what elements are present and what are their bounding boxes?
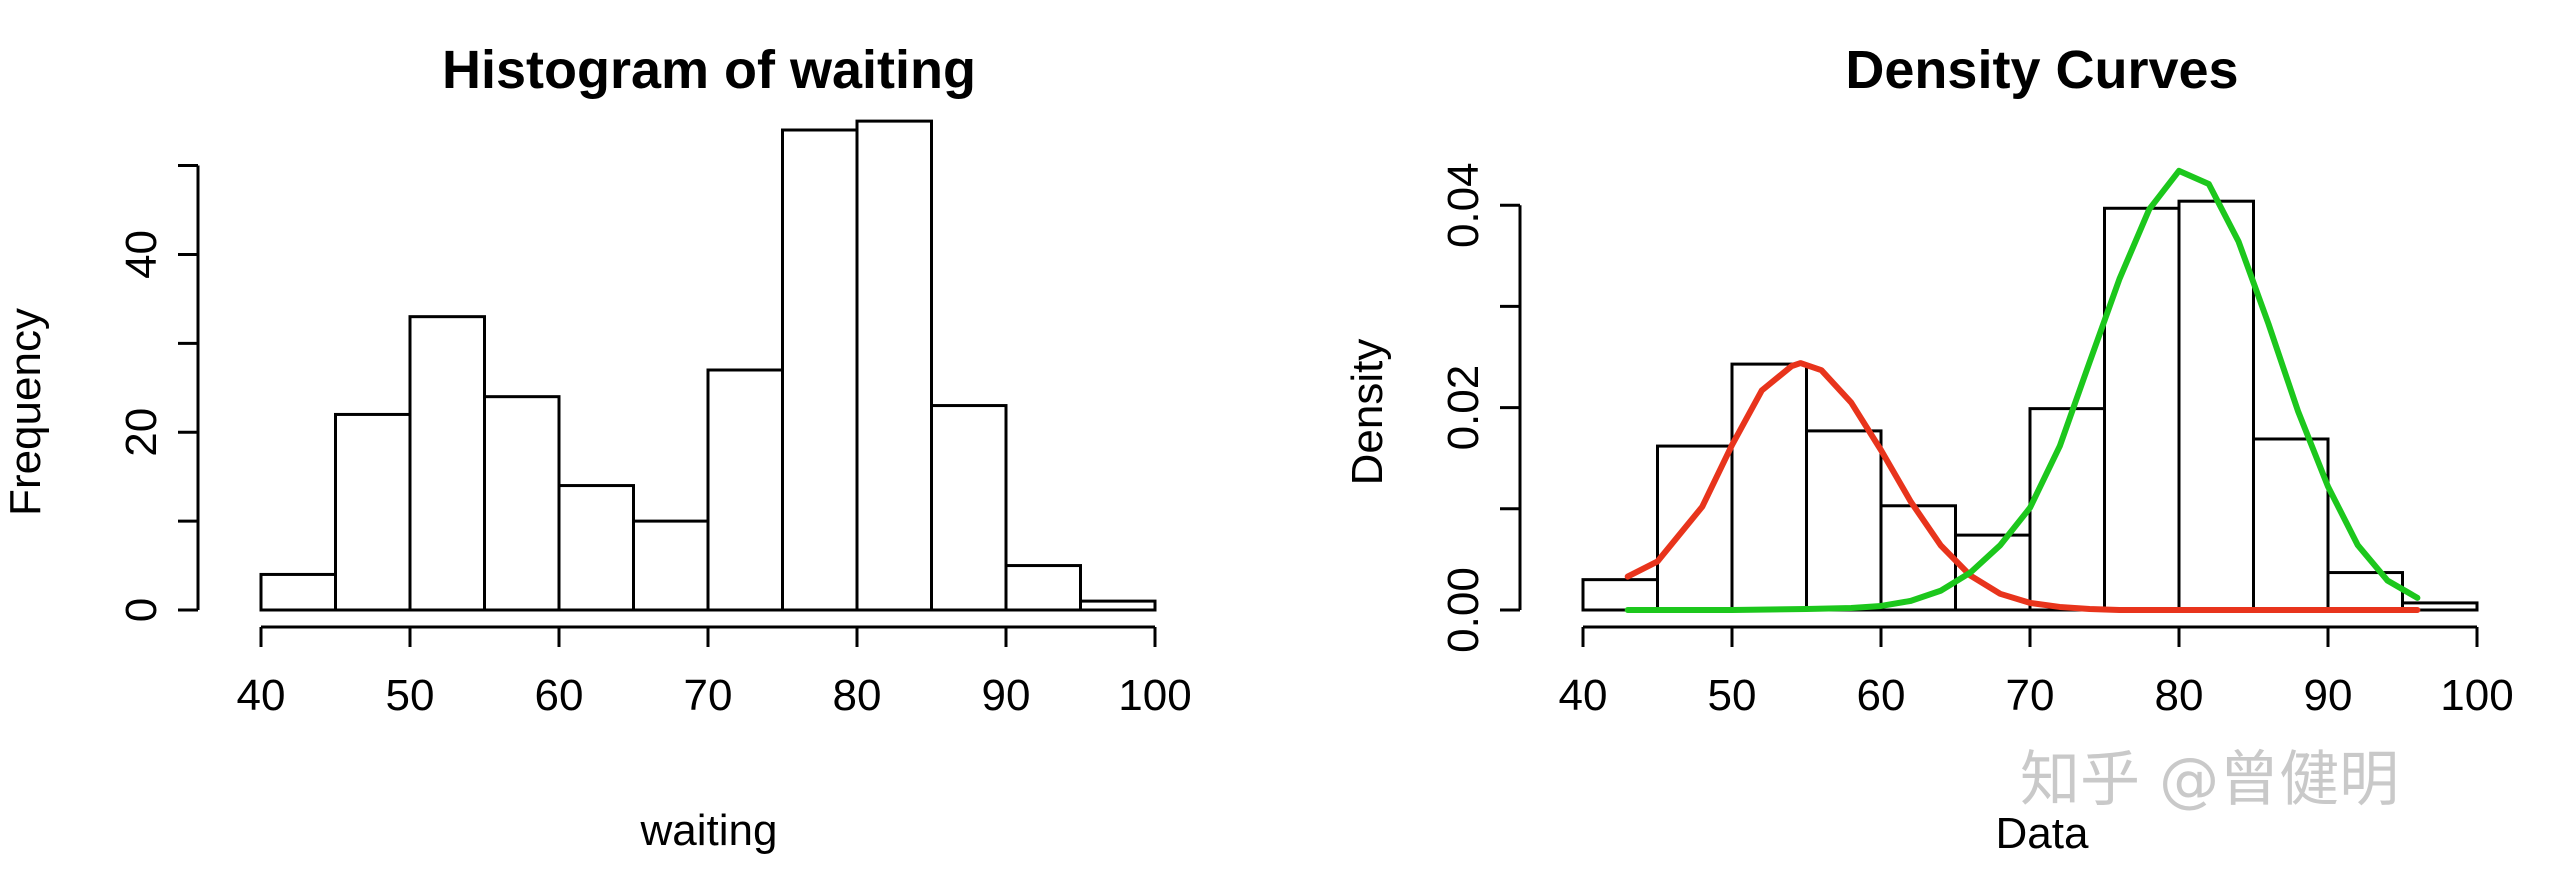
histogram-y-tick-label: 40 [117, 230, 166, 279]
histogram-bar [1004, 564, 1082, 612]
histogram-bar [706, 368, 784, 612]
histogram-x-tick-label: 70 [684, 671, 733, 720]
histogram-y-tick-label: 20 [117, 408, 166, 457]
histogram-bar [855, 119, 933, 612]
histogram-bar [408, 315, 486, 612]
density-x-tick-label: 90 [2304, 671, 2353, 720]
density-bar [1656, 444, 1734, 612]
density-x-tick-label: 80 [2155, 671, 2204, 720]
histogram-panel: Histogram of waiting waiting Frequency 4… [1, 40, 1192, 855]
density-y-axis-label: Density [1343, 339, 1392, 486]
density-panel: Density Curves Data Density 40 50 60 70 80 90… [1343, 40, 2514, 858]
histogram-bars [259, 119, 1157, 612]
histogram-bar [1079, 599, 1157, 612]
density-x-tick-label: 70 [2006, 671, 2055, 720]
density-bar [2401, 601, 2479, 612]
histogram-bar [334, 412, 412, 612]
histogram-x-axis-label: waiting [640, 806, 778, 855]
histogram-x-tick-label: 60 [535, 671, 584, 720]
density-y-tick-label: 0.00 [1439, 567, 1488, 653]
histogram-bar [483, 395, 561, 612]
density-bar [2028, 407, 2106, 612]
density-curves [1624, 167, 2421, 613]
density-x-tick-label: 40 [1559, 671, 1608, 720]
histogram-x-tick-label: 50 [386, 671, 435, 720]
density-y-tick-label: 0.02 [1439, 365, 1488, 451]
density-axes: 40 50 60 70 80 90 100 0.00 0.02 0.04 [1439, 162, 2514, 720]
density-y-tick-label: 0.04 [1439, 162, 1488, 248]
density-title: Density Curves [1845, 40, 2238, 100]
density-x-tick-label: 100 [2440, 671, 2513, 720]
histogram-bar [557, 484, 635, 612]
histogram-x-tick-label: 100 [1118, 671, 1191, 720]
histogram-y-axis-label: Frequency [1, 308, 50, 516]
histogram-axes: 40 50 60 70 80 90 100 0 20 40 [117, 164, 1192, 720]
density-x-tick-label: 60 [1857, 671, 1906, 720]
histogram-bar [259, 572, 337, 612]
density-bar [1805, 429, 1883, 612]
density-bar [1730, 362, 1808, 612]
density-x-axis-label: Data [1996, 809, 2089, 858]
histogram-x-tick-label: 40 [237, 671, 286, 720]
green-density-curve [1624, 167, 2421, 613]
density-bar [2103, 206, 2181, 612]
density-bar [1581, 578, 1659, 612]
histogram-bar [632, 519, 710, 612]
density-bar [2326, 571, 2404, 612]
histogram-title: Histogram of waiting [442, 40, 976, 100]
histogram-bar [781, 128, 859, 612]
watermark-text: 知乎 @曾健明 [2020, 745, 2399, 815]
red-density-curve [1624, 360, 2421, 613]
density-bar [2177, 199, 2255, 612]
density-bars [1581, 199, 2479, 612]
histogram-bar [930, 404, 1008, 612]
density-bar [1879, 504, 1957, 612]
histogram-y-tick-label: 0 [117, 598, 166, 622]
histogram-x-tick-label: 80 [833, 671, 882, 720]
density-x-tick-label: 50 [1708, 671, 1757, 720]
density-bar [2252, 437, 2330, 612]
histogram-x-tick-label: 90 [982, 671, 1031, 720]
